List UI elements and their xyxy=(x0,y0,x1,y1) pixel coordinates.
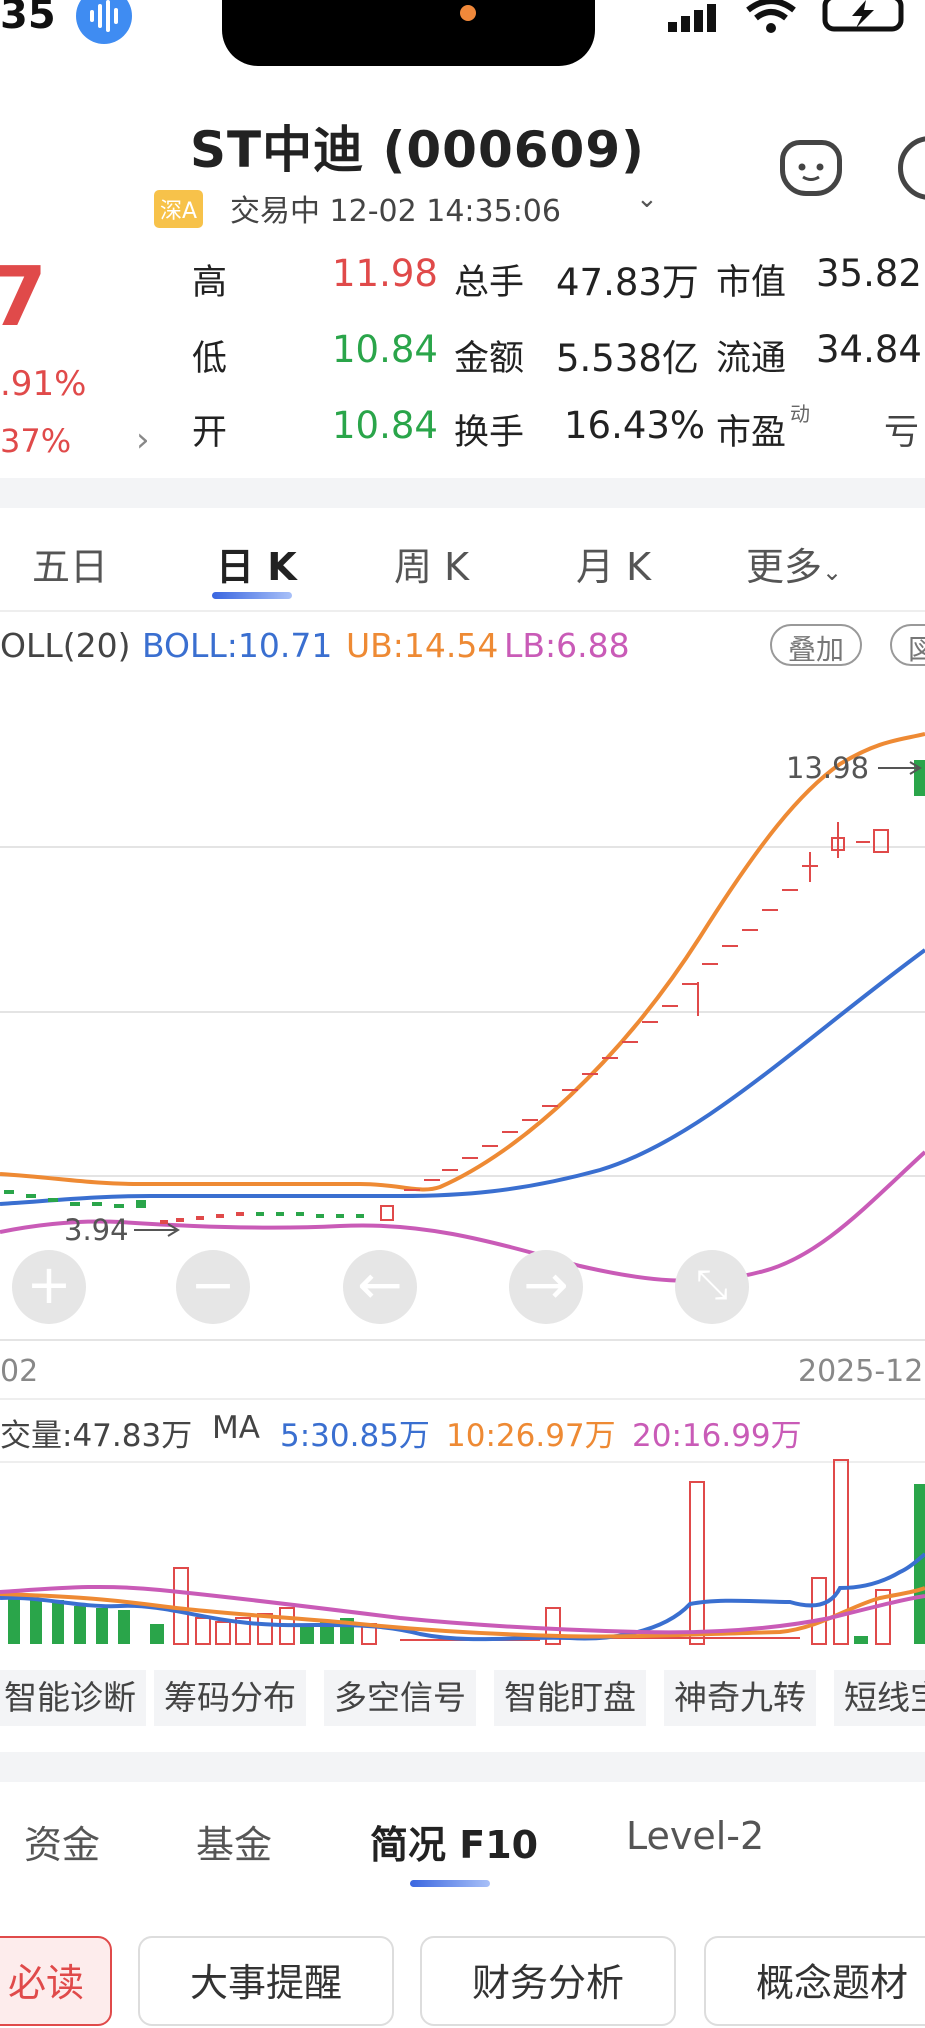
mcap-label: 市值 xyxy=(716,263,787,303)
pe-superscript: 动 xyxy=(790,402,810,426)
total-hands-value: 47.83万 xyxy=(556,261,699,304)
date-end: 2025-12 xyxy=(798,1354,924,1389)
open-label: 开 xyxy=(192,413,228,453)
tool-smart-diagnosis[interactable]: 智能诊断 xyxy=(0,1670,146,1726)
tab-weekly-k[interactable]: 周 K xyxy=(394,545,469,589)
stock-title: ST中迪 (000609) xyxy=(190,121,645,179)
tab-f10[interactable]: 简况 F10 xyxy=(370,1823,539,1867)
zoom-out-button[interactable]: − xyxy=(176,1250,250,1324)
wifi-icon xyxy=(744,0,798,38)
tab-five-day[interactable]: 五日 xyxy=(32,545,109,589)
candles-flat xyxy=(4,1190,394,1224)
tool-magic-nine[interactable]: 神奇九转 xyxy=(664,1670,816,1726)
turnover-value: 16.43% xyxy=(564,404,706,447)
lb-value: LB:6.88 xyxy=(504,626,630,665)
card-must-read[interactable]: 必读 xyxy=(0,1936,112,2026)
scroll-left-button[interactable]: ← xyxy=(343,1250,417,1324)
tab-more[interactable]: 更多⌄ xyxy=(746,536,842,591)
volume-label: 交量:47.83万 xyxy=(0,1418,193,1454)
other-indicator-button[interactable]: 図 xyxy=(890,624,925,666)
low-label: 低 xyxy=(192,339,228,379)
ub-line xyxy=(0,732,925,1192)
tab-funds[interactable]: 资金 xyxy=(24,1823,101,1867)
recording-dot-icon xyxy=(460,5,476,21)
volume-ma-label: MA xyxy=(212,1410,260,1446)
high-price-marker: 13.98 xyxy=(786,751,922,785)
boll-value: BOLL:10.71 xyxy=(142,626,333,665)
volume-ma20: 20:16.99万 xyxy=(632,1418,802,1454)
indicator-name[interactable]: OLL(20) xyxy=(0,626,131,665)
volume-ma5: 5:30.85万 xyxy=(280,1418,430,1454)
section-divider xyxy=(0,1752,925,1782)
volume-chart[interactable] xyxy=(0,1458,925,1646)
overlay-button[interactable]: 叠加 xyxy=(770,624,863,666)
volume-ma10-line xyxy=(0,1586,925,1639)
open-value: 10.84 xyxy=(332,404,438,447)
active-tab-indicator xyxy=(410,1880,490,1887)
divider xyxy=(0,1398,925,1400)
float-label: 流通 xyxy=(716,339,787,379)
divider xyxy=(0,610,925,612)
high-value: 11.98 xyxy=(332,252,438,295)
status-bar: 35 xyxy=(0,0,925,70)
tab-fund[interactable]: 基金 xyxy=(196,1823,273,1867)
change-percent: .91% xyxy=(0,364,87,404)
amount-value: 5.538亿 xyxy=(556,337,699,380)
candles-rising xyxy=(404,822,889,1191)
active-tab-indicator xyxy=(212,592,292,599)
kline-chart[interactable]: 13.98 3.94 xyxy=(0,682,925,1342)
mcap-value: 35.82 xyxy=(816,252,922,295)
tool-long-short-signal[interactable]: 多空信号 xyxy=(324,1670,476,1726)
voice-assistant-icon xyxy=(76,0,132,44)
svg-text:3.94: 3.94 xyxy=(64,1213,129,1247)
volume-ma10: 10:26.97万 xyxy=(446,1418,616,1454)
date-start: 02 xyxy=(0,1354,39,1389)
lb-line xyxy=(0,1150,925,1283)
assistant-robot-icon[interactable] xyxy=(780,140,842,196)
chevron-down-icon[interactable]: ⌄ xyxy=(636,184,658,214)
fullscreen-button[interactable]: ⤡ xyxy=(675,1250,749,1324)
battery-charging-icon xyxy=(822,0,922,38)
market-badge: 深A xyxy=(154,190,204,228)
pe-label: 市盈 xyxy=(716,413,787,453)
volume-bars xyxy=(8,1459,925,1645)
tab-daily-k[interactable]: 日 K xyxy=(216,545,297,589)
tool-chip-distribution[interactable]: 筹码分布 xyxy=(154,1670,306,1726)
chevron-right-icon[interactable]: › xyxy=(136,420,150,460)
total-hands-label: 总手 xyxy=(454,263,525,303)
volume-ma20-line xyxy=(0,1584,925,1635)
low-price-marker: 3.94 xyxy=(64,1213,180,1247)
low-value: 10.84 xyxy=(332,328,438,371)
tool-smart-watch[interactable]: 智能盯盘 xyxy=(494,1670,646,1726)
mid-line xyxy=(0,948,925,1206)
float-value: 34.84 xyxy=(816,328,922,371)
turnover-label: 换手 xyxy=(454,413,525,453)
section-divider xyxy=(0,478,925,508)
high-label: 高 xyxy=(192,263,228,303)
amount-label: 金额 xyxy=(454,339,525,379)
tab-level2[interactable]: Level-2 xyxy=(626,1814,765,1858)
current-price: 7 xyxy=(0,250,48,345)
trade-status: 交易中 12-02 14:35:06 xyxy=(230,194,561,229)
search-icon[interactable] xyxy=(898,136,925,200)
zoom-in-button[interactable]: + xyxy=(12,1250,86,1324)
card-concepts[interactable]: 概念题材 xyxy=(704,1936,925,2026)
tab-monthly-k[interactable]: 月 K xyxy=(576,545,651,589)
ub-value: UB:14.54 xyxy=(346,626,499,665)
tab-more-label: 更多 xyxy=(746,545,823,589)
tool-short-term[interactable]: 短线宝 xyxy=(834,1670,925,1726)
scroll-right-button[interactable]: → xyxy=(509,1250,583,1324)
chevron-down-icon: ⌄ xyxy=(822,558,843,586)
card-financial-analysis[interactable]: 财务分析 xyxy=(420,1936,676,2026)
cellular-signal-icon xyxy=(668,4,724,36)
dynamic-island xyxy=(222,0,595,66)
card-events[interactable]: 大事提醒 xyxy=(138,1936,394,2026)
pe-value: 亏 xyxy=(884,413,920,453)
status-time: 35 xyxy=(0,0,56,38)
chart-gridlines xyxy=(0,846,925,1341)
svg-text:13.98: 13.98 xyxy=(786,751,869,785)
latest-candle xyxy=(914,760,925,796)
change-amount: 37% xyxy=(0,422,72,460)
